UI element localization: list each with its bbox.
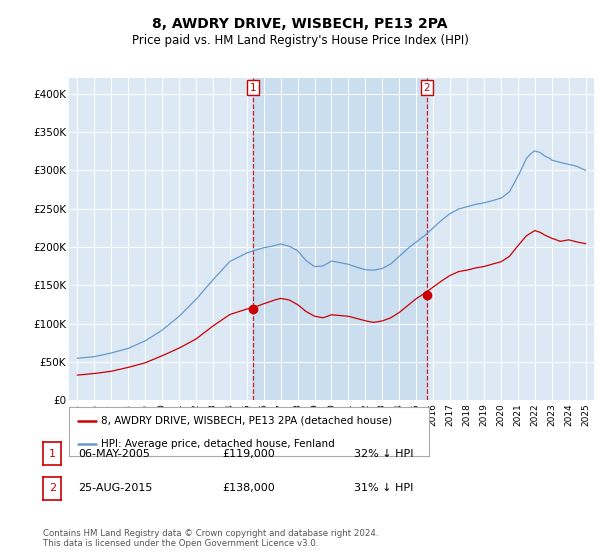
Text: £119,000: £119,000 [222,449,275,459]
Text: 1: 1 [49,449,56,459]
Text: 32% ↓ HPI: 32% ↓ HPI [354,449,413,459]
Text: 1: 1 [250,83,256,92]
Text: 2: 2 [424,83,430,92]
Text: 8, AWDRY DRIVE, WISBECH, PE13 2PA: 8, AWDRY DRIVE, WISBECH, PE13 2PA [152,16,448,30]
Text: Contains HM Land Registry data © Crown copyright and database right 2024.
This d: Contains HM Land Registry data © Crown c… [43,529,379,548]
Text: HPI: Average price, detached house, Fenland: HPI: Average price, detached house, Fenl… [101,439,335,449]
Text: 8, AWDRY DRIVE, WISBECH, PE13 2PA (detached house): 8, AWDRY DRIVE, WISBECH, PE13 2PA (detac… [101,416,392,426]
Text: 31% ↓ HPI: 31% ↓ HPI [354,483,413,493]
Text: 2: 2 [49,483,56,493]
Text: Price paid vs. HM Land Registry's House Price Index (HPI): Price paid vs. HM Land Registry's House … [131,34,469,47]
Text: 25-AUG-2015: 25-AUG-2015 [78,483,152,493]
Text: £138,000: £138,000 [222,483,275,493]
Text: 06-MAY-2005: 06-MAY-2005 [78,449,150,459]
Bar [253,78,427,400]
